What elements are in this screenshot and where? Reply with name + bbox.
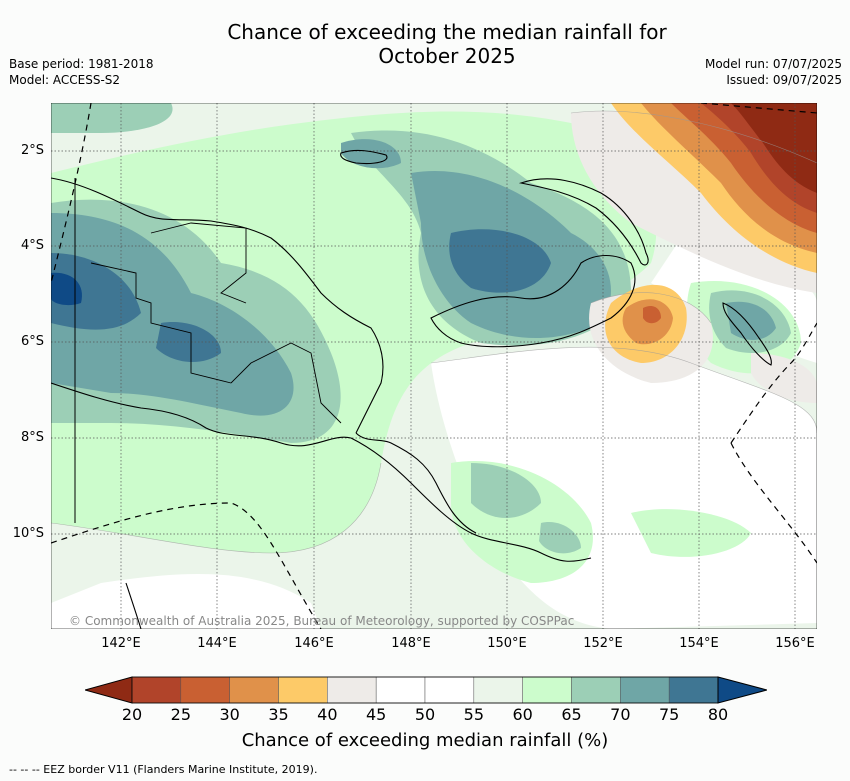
lat-label-10s: 10°S	[12, 526, 44, 541]
lon-label-154e: 154°E	[679, 636, 719, 651]
contour-blue-85-west	[51, 272, 82, 306]
contour-blue-80-west	[51, 253, 141, 330]
contour-teal-75-west	[51, 213, 294, 416]
colorbar-high-arrow	[717, 676, 767, 704]
lon-label-146e: 146°E	[294, 636, 334, 651]
colorbar-tick-label: 55	[463, 705, 484, 724]
colorbar-cell	[375, 676, 426, 704]
colorbar-cell	[229, 676, 279, 704]
colorbar-tick-label: 25	[170, 705, 191, 724]
colorbar-tick-label: 30	[219, 705, 240, 724]
lon-label-156e: 156°E	[775, 636, 815, 651]
colorbar-cell	[522, 676, 572, 704]
map-title: Chance of exceeding the median rainfall …	[0, 20, 850, 68]
colorbar-title: Chance of exceeding median rainfall (%)	[241, 730, 609, 751]
colorbar-cell	[180, 676, 230, 704]
colorbar-tick-label: 20	[121, 705, 143, 724]
title-line-2: October 2025	[378, 44, 516, 68]
model-name: Model: ACCESS-S2	[9, 73, 121, 87]
colorbar-cell	[278, 676, 328, 704]
colorbar-tick-label: 50	[414, 705, 436, 724]
contour-teal-75-island	[341, 139, 401, 169]
contour-grey-east	[751, 353, 817, 403]
colorbar-tick-label: 65	[561, 705, 582, 724]
model-run: Model run: 07/07/2025	[704, 57, 842, 71]
lon-label-142e: 142°E	[101, 636, 141, 651]
colorbar-tick-label: 35	[268, 705, 289, 724]
colorbar-low-arrow	[85, 676, 133, 704]
meta-right: Model run: 07/07/2025 Issued: 09/07/2025	[705, 56, 842, 88]
contour-teal-70-se	[471, 463, 541, 518]
eez-border	[51, 103, 817, 629]
lat-label-8s: 8°S	[20, 430, 44, 445]
lon-label-152e: 152°E	[583, 636, 623, 651]
contour-darkred-15	[731, 103, 817, 193]
colorbar-cell	[571, 676, 621, 704]
copyright-notice: © Commonwealth of Australia 2025, Bureau…	[69, 614, 575, 628]
lon-label-148e: 148°E	[391, 636, 431, 651]
lon-label-150e: 150°E	[487, 636, 527, 651]
colorbar-tick-label: 60	[512, 705, 533, 724]
colorbar-cell	[327, 676, 377, 704]
lat-label-4s: 4°S	[20, 238, 44, 253]
coastlines	[51, 149, 772, 629]
lat-label-6s: 6°S	[20, 334, 44, 349]
colorbar-tick-label: 40	[317, 705, 338, 724]
colorbar-cell	[424, 676, 475, 704]
colorbar-cell	[620, 676, 670, 704]
title-line-1: Chance of exceeding the median rainfall …	[227, 20, 667, 44]
graticule	[51, 103, 817, 629]
contour-teal-70-isle	[539, 522, 581, 554]
contour-white-south	[51, 574, 321, 629]
meta-left: Base period: 1981-2018 Model: ACCESS-S2	[9, 56, 154, 88]
eez-footnote: -- -- -- EEZ border V11 (Flanders Marine…	[9, 763, 318, 776]
contour-green-far-se	[631, 509, 751, 557]
base-period: Base period: 1981-2018	[9, 57, 154, 71]
colorbar-cell	[473, 676, 523, 704]
issued-date: Issued: 09/07/2025	[726, 73, 842, 87]
lat-label-2s: 2°S	[20, 143, 44, 158]
colorbar-cell	[668, 676, 719, 704]
rainfall-map	[51, 103, 817, 629]
colorbar-tick-label: 70	[610, 705, 631, 724]
contour-blue-80-north	[449, 229, 551, 293]
contour-red-blob	[643, 306, 661, 324]
colorbar-tick-label: 75	[658, 705, 680, 724]
colorbar-tick-label: 45	[365, 705, 387, 724]
contour-teal-70-nw	[51, 103, 173, 133]
lon-label-144e: 144°E	[197, 636, 237, 651]
provincial-borders	[90, 222, 342, 424]
colorbar-cell	[131, 676, 182, 704]
colorbar-tick-label: 80	[707, 705, 729, 724]
colorbar	[85, 676, 767, 704]
